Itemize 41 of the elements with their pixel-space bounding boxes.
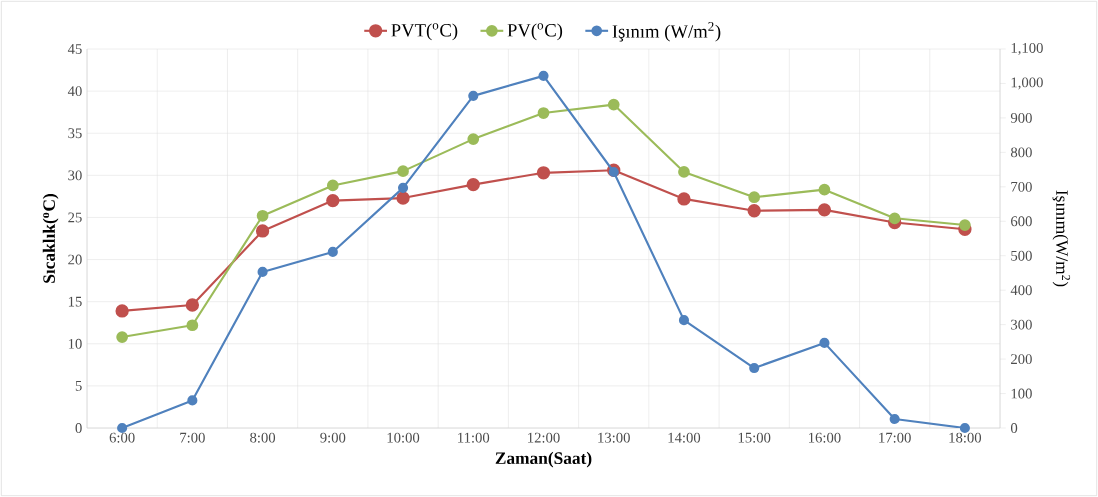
y2-tick-label: 400	[1010, 285, 1032, 296]
y2-tick-label: 900	[1010, 112, 1032, 123]
y2-tick-label: 800	[1010, 147, 1032, 158]
x-axis-title: Zaman(Saat)	[495, 451, 592, 468]
y2-tick-label: 100	[1011, 388, 1032, 399]
y2-tick-label: 600	[1011, 216, 1032, 227]
x-tick-label: 6:00	[109, 432, 135, 443]
y2-tick-label: 300	[1011, 319, 1032, 330]
y2-tick-label: 1,100	[1011, 43, 1043, 56]
x-tick-label: 14:00	[668, 432, 701, 443]
y2-tick-label: 500	[1011, 250, 1032, 261]
y-tick-label: 5	[75, 381, 82, 391]
x-tick-label: 16:00	[809, 432, 841, 443]
x-tick-label: 8:00	[250, 432, 276, 443]
y-tick-label: 20	[68, 254, 82, 265]
y-tick-label: 25	[68, 212, 82, 223]
y2-tick-label: 200	[1011, 354, 1032, 365]
y-tick-label: 35	[68, 128, 82, 139]
x-tick-label: 11:00	[458, 432, 490, 443]
y2-tick-label: 0	[1010, 423, 1018, 433]
x-tick-label: 18:00	[949, 432, 982, 443]
x-tick-label: 17:00	[879, 432, 911, 443]
x-tick-label: 13:00	[598, 432, 630, 443]
y-tick-label: 10	[68, 338, 82, 349]
y-axis-title: Sıcaklık($^{o}$C)	[42, 194, 59, 283]
y2-tick-label: 700	[1011, 181, 1032, 192]
y-tick-label: 15	[68, 296, 82, 307]
x-tick-label: 12:00	[528, 432, 560, 443]
y-tick-label: 30	[68, 170, 82, 181]
legend-label: Işınım (W/m$^{2}$)	[612, 21, 721, 42]
y-tick-label: 40	[67, 86, 82, 97]
x-tick-label: 10:00	[387, 432, 420, 443]
y-tick-label: 45	[67, 44, 82, 54]
legend-label: PV($^{o}$C)	[507, 23, 563, 41]
x-tick-label: 9:00	[320, 432, 346, 443]
y-tick-label: 0	[75, 423, 82, 433]
legend-label: PVT($^{o}$C)	[391, 23, 458, 41]
x-tick-label: 15:00	[738, 432, 771, 443]
y2-axis-title: Işınım(W/m$^{2}$)	[1052, 190, 1071, 287]
y2-tick-label: 1,000	[1011, 77, 1043, 90]
x-tick-label: 7:00	[180, 432, 205, 443]
